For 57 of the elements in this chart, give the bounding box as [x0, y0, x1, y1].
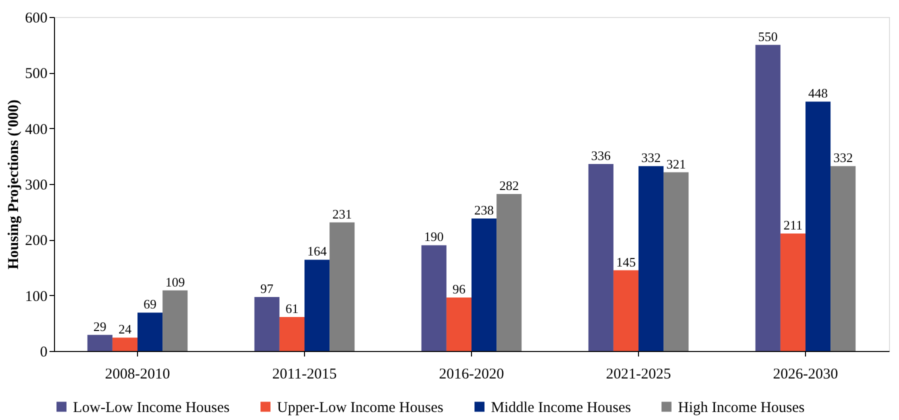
bar [780, 234, 806, 351]
y-tick-label: 300 [25, 178, 48, 194]
bar [664, 172, 689, 351]
x-tick-label: 2008-2010 [105, 366, 170, 382]
y-tick-label: 400 [25, 122, 48, 138]
data-label: 211 [783, 218, 802, 233]
y-tick-label: 0 [40, 344, 48, 360]
x-tick-label: 2026-2030 [773, 366, 838, 382]
data-label: 97 [260, 281, 274, 296]
x-tick-label: 2021-2025 [606, 366, 671, 382]
bar [638, 166, 664, 351]
bar [421, 245, 446, 351]
bar [588, 164, 614, 351]
legend-label: Upper-Low Income Houses [277, 400, 444, 416]
data-label: 336 [591, 148, 612, 163]
bar [254, 297, 280, 351]
data-label: 29 [93, 318, 106, 334]
bar [806, 102, 831, 351]
bar [496, 194, 522, 351]
data-label: 164 [307, 244, 328, 259]
y-tick-label: 500 [25, 66, 48, 82]
bar [613, 270, 638, 351]
data-label: 332 [641, 150, 661, 166]
y-axis-title: Housing Projections ('000) [6, 100, 22, 270]
bar [279, 317, 304, 351]
data-label: 231 [332, 206, 352, 222]
data-label: 332 [833, 150, 853, 166]
legend-label: High Income Houses [678, 400, 805, 416]
y-tick-label: 600 [25, 10, 48, 26]
data-label: 448 [808, 86, 828, 101]
bar [162, 290, 188, 351]
x-tick-label: 2011-2015 [272, 366, 337, 382]
y-tick-label: 100 [25, 288, 48, 305]
data-label: 69 [144, 296, 157, 312]
bar [755, 44, 780, 351]
bar [830, 166, 856, 351]
x-tick-label: 2016-2020 [439, 366, 504, 382]
data-label: 24 [118, 322, 132, 337]
bar [330, 222, 355, 351]
bar [87, 334, 112, 351]
bar [138, 312, 163, 351]
y-tick-label: 200 [25, 233, 48, 250]
data-label: 282 [499, 178, 519, 194]
data-label: 238 [474, 202, 494, 218]
data-label: 145 [616, 254, 636, 270]
data-label: 190 [424, 229, 444, 244]
bar [112, 338, 138, 351]
data-label: 321 [666, 156, 686, 172]
data-label: 550 [758, 28, 778, 44]
bar [446, 298, 472, 351]
legend-label: Middle Income Houses [491, 400, 632, 416]
data-label: 96 [452, 282, 466, 297]
data-label: 61 [285, 301, 298, 316]
bar [304, 260, 330, 351]
data-label: 109 [165, 274, 185, 290]
bar [472, 218, 497, 351]
legend-label: Low-Low Income Houses [73, 400, 230, 416]
